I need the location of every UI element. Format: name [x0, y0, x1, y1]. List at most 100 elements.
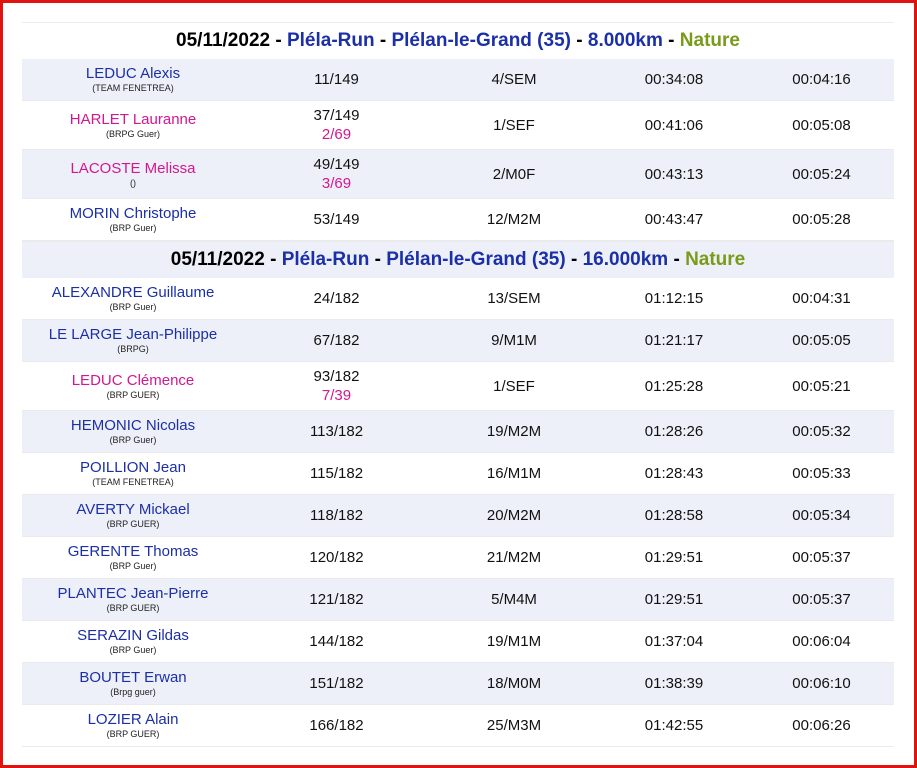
category-rank: 4/SEM	[491, 71, 537, 88]
category-rank: 1/SEF	[493, 116, 535, 134]
runner-club: (BRPG)	[117, 344, 149, 354]
finish-time: 00:43:47	[644, 211, 704, 228]
race-place: Plélan-le-Grand (35)	[386, 249, 566, 270]
finish-time: 01:28:43	[644, 465, 704, 482]
finish-time: 01:28:26	[644, 423, 704, 440]
pace: 00:04:31	[792, 290, 851, 307]
pace: 00:05:37	[792, 549, 851, 566]
finish-time: 00:34:08	[644, 71, 704, 88]
section-header: 05/11/2022 - Pléla-Run - Plélan-le-Grand…	[22, 241, 894, 278]
pace: 00:06:26	[792, 717, 851, 734]
overall-rank: 49/149	[313, 156, 360, 173]
runner-club: (BRP Guer)	[109, 645, 157, 655]
race-date: 05/11/2022	[176, 30, 271, 51]
pace: 00:05:28	[792, 211, 851, 228]
race-distance: 16.000km	[582, 249, 669, 270]
runner-name[interactable]: AVERTY Mickael	[76, 501, 190, 518]
result-row: LEDUC Clémence (BRP GUER) 93/182 7/39 1/SE…	[22, 362, 894, 411]
race-distance: 8.000km	[587, 30, 663, 51]
results-table: 05/11/2022 - Pléla-Run - Plélan-le-Grand…	[22, 22, 894, 747]
gender-rank: 7/39	[321, 387, 352, 404]
category-rank: 9/M1M	[491, 332, 537, 349]
finish-time: 01:29:51	[644, 591, 704, 608]
overall-rank: 93/182	[313, 368, 360, 385]
pace: 00:05:34	[792, 507, 851, 524]
result-row: ALEXANDRE Guillaume (BRP Guer) 24/182 13/…	[22, 278, 894, 320]
result-row: LEDUC Alexis (TEAM FENETREA) 11/149 4/SEM…	[22, 59, 894, 101]
category-rank: 16/M1M	[486, 465, 542, 482]
overall-rank: 113/182	[309, 423, 364, 440]
pace: 00:05:05	[792, 332, 851, 349]
overall-rank: 24/182	[313, 290, 360, 307]
gender-rank: 3/69	[321, 175, 352, 192]
runner-name[interactable]: MORIN Christophe	[69, 205, 197, 222]
runner-name[interactable]: LE LARGE Jean-Philippe	[48, 326, 218, 343]
race-name[interactable]: Pléla-Run	[286, 30, 375, 51]
runner-club: (BRPG Guer)	[105, 128, 160, 139]
overall-rank: 37/149	[313, 107, 360, 124]
runner-club: ()	[130, 177, 136, 188]
finish-time: 01:21:17	[644, 332, 704, 349]
result-row: BOUTET Erwan (Brpg guer) 151/182 18/M0M 0…	[22, 663, 894, 705]
finish-time: 01:25:28	[644, 377, 704, 395]
result-row: PLANTEC Jean-Pierre (BRP GUER) 121/182 5/…	[22, 579, 894, 621]
runner-name[interactable]: LEDUC Clémence	[71, 371, 195, 389]
runner-name[interactable]: PLANTEC Jean-Pierre	[57, 585, 209, 602]
overall-rank: 144/182	[309, 633, 364, 650]
finish-time: 00:43:13	[644, 165, 704, 183]
pace: 00:05:21	[792, 377, 851, 395]
finish-time: 00:41:06	[644, 116, 704, 134]
runner-name[interactable]: LACOSTE Melissa	[70, 159, 196, 177]
runner-club: (BRP Guer)	[109, 302, 157, 312]
runner-club: (BRP GUER)	[106, 519, 160, 529]
category-rank: 18/M0M	[486, 675, 542, 692]
finish-time: 01:38:39	[644, 675, 704, 692]
overall-rank: 151/182	[309, 675, 364, 692]
runner-club: (BRP Guer)	[109, 435, 157, 445]
category-rank: 19/M1M	[486, 633, 542, 650]
runner-name[interactable]: HEMONIC Nicolas	[70, 417, 196, 434]
race-name[interactable]: Pléla-Run	[281, 249, 370, 270]
race-type: Nature	[685, 249, 746, 270]
result-row: HEMONIC Nicolas (BRP Guer) 113/182 19/M2M…	[22, 411, 894, 453]
runner-club: (BRP Guer)	[109, 561, 157, 571]
finish-time: 01:29:51	[644, 549, 704, 566]
runner-club: (Brpg guer)	[110, 687, 156, 697]
runner-name[interactable]: ALEXANDRE Guillaume	[51, 284, 215, 301]
pace: 00:06:10	[792, 675, 851, 692]
overall-rank: 67/182	[313, 332, 360, 349]
runner-name[interactable]: POILLION Jean	[80, 459, 186, 476]
gender-rank: 2/69	[321, 126, 352, 143]
result-row: AVERTY Mickael (BRP GUER) 118/182 20/M2M …	[22, 495, 894, 537]
pace: 00:04:16	[792, 71, 851, 88]
runner-name[interactable]: LOZIER Alain	[87, 711, 179, 728]
pace: 00:06:04	[792, 633, 851, 650]
result-row: POILLION Jean (TEAM FENETREA) 115/182 16/…	[22, 453, 894, 495]
runner-club: (BRP Guer)	[109, 223, 157, 233]
runner-name[interactable]: BOUTET Erwan	[79, 669, 187, 686]
category-rank: 13/SEM	[487, 290, 541, 307]
category-rank: 20/M2M	[486, 507, 542, 524]
runner-name[interactable]: LEDUC Alexis	[85, 65, 181, 82]
runner-club: (BRP GUER)	[106, 729, 160, 739]
race-type: Nature	[679, 30, 740, 51]
result-row: LE LARGE Jean-Philippe (BRPG) 67/182 9/M1…	[22, 320, 894, 362]
pace: 00:05:37	[792, 591, 851, 608]
category-rank: 21/M2M	[486, 549, 542, 566]
category-rank: 19/M2M	[486, 423, 542, 440]
runner-name[interactable]: GERENTE Thomas	[67, 543, 199, 560]
overall-rank: 11/149	[314, 71, 359, 88]
category-rank: 12/M2M	[486, 211, 542, 228]
race-date: 05/11/2022	[170, 249, 265, 270]
pace: 00:05:08	[792, 116, 851, 134]
finish-time: 01:37:04	[644, 633, 704, 650]
runner-club: (TEAM FENETREA)	[92, 83, 174, 93]
runner-name[interactable]: HARLET Lauranne	[69, 110, 197, 128]
runner-name[interactable]: SERAZIN Gildas	[77, 627, 189, 644]
finish-time: 01:28:58	[644, 507, 704, 524]
overall-rank: 53/149	[313, 211, 360, 228]
pace: 00:05:32	[792, 423, 851, 440]
category-rank: 25/M3M	[486, 717, 542, 734]
race-place: Plélan-le-Grand (35)	[391, 30, 571, 51]
finish-time: 01:42:55	[644, 717, 704, 734]
